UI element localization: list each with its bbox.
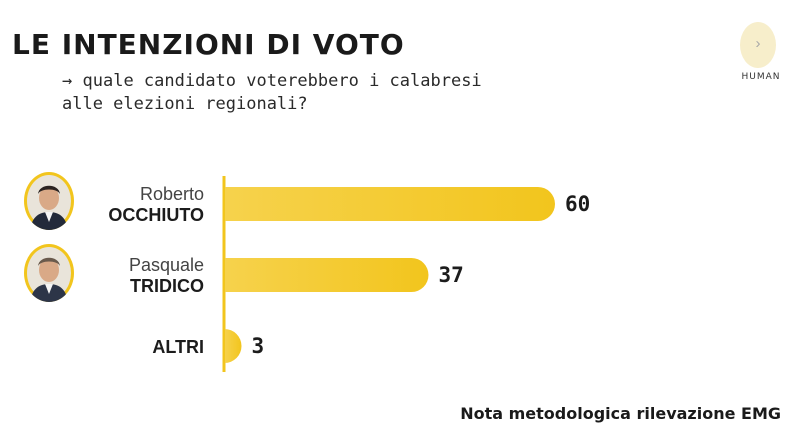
chart-subtitle: → quale candidato voterebbero i calabres… [62,70,542,116]
category-first-name: Pasquale [129,255,204,275]
logo-text: HUMAN [741,72,781,82]
category-label: ALTRI [152,337,204,357]
bar-occhiuto [225,187,555,221]
category-first-name: Roberto [140,184,204,204]
category-last-name: TRIDICO [130,276,204,296]
methodology-note: Nota metodologica rilevazione EMG [460,404,781,423]
photo-occhiuto [24,172,74,230]
value-label: 37 [439,263,464,287]
arrow-right-icon: → [62,71,73,91]
logo-chevron-icon: › [755,35,761,52]
category-last-name: OCCHIUTO [108,205,204,225]
bar-altri [224,329,242,363]
subtitle-line-1: quale candidato voterebbero i calabresi [82,71,482,91]
photo-tridico [24,244,74,302]
human-logo: › HUMAN [733,20,789,90]
logo-mark-icon: › [740,22,776,68]
subtitle-line-2: alle elezioni regionali? [62,94,308,114]
bar-tridico [225,258,429,292]
chart-title: LE INTENZIONI DI VOTO [12,28,405,61]
value-label: 60 [565,192,590,216]
value-label: 3 [252,334,265,358]
